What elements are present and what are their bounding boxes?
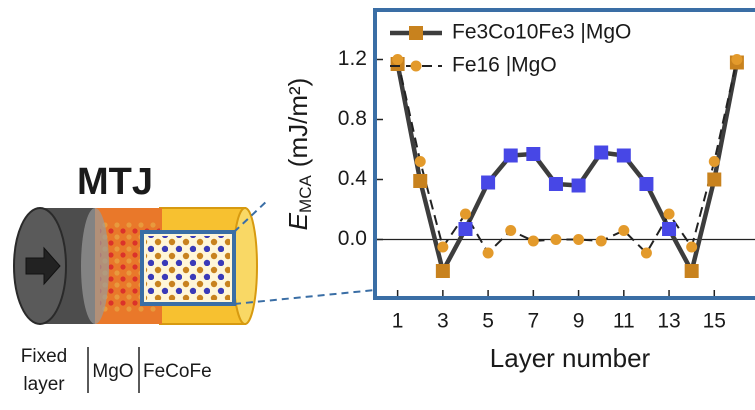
series-line [396, 59, 738, 255]
marker-square [526, 147, 541, 161]
marker-circle [505, 225, 517, 236]
zoom-line [233, 199, 269, 233]
free-layer-end [232, 207, 258, 325]
legend-label: Fe3Co10Fe3 |MgO [452, 21, 631, 44]
fixed-label: Fixed [21, 346, 67, 367]
legend-label: Fe16 |MgO [452, 54, 557, 77]
marker-circle [663, 208, 675, 220]
y-tick-label: 0.8 [338, 107, 367, 130]
x-tick-label: 9 [573, 310, 585, 333]
legend-marker [410, 60, 422, 72]
y-label-unit: (mJ/m²) [283, 78, 313, 168]
magnet-arrow [25, 246, 61, 286]
x-tick-label: 3 [437, 310, 449, 333]
x-tick-label: 15 [703, 310, 726, 333]
y-label-symbol: E [283, 212, 313, 230]
marker-square [571, 178, 586, 193]
x-tick-label: 13 [657, 310, 680, 333]
legend-marker [409, 26, 423, 40]
marker-square [684, 264, 699, 278]
fixed-layer-end [81, 208, 109, 324]
marker-square [594, 145, 609, 160]
y-tick-label: 0.0 [338, 227, 367, 250]
marker-circle [573, 234, 585, 245]
marker-circle [640, 247, 652, 259]
free-atoms [146, 236, 230, 300]
marker-circle [392, 54, 404, 65]
x-tick-label: 1 [392, 310, 404, 333]
marker-circle [550, 234, 562, 245]
mtj-title: MTJ [77, 161, 153, 203]
marker-square [639, 177, 654, 191]
marker-circle [595, 235, 607, 247]
marker-square [481, 175, 496, 190]
barrier-label: MgO [92, 361, 133, 382]
x-tick-label: 11 [613, 310, 635, 333]
y-label-subscript: MCA [296, 175, 315, 213]
y-axis-label: EMCA (mJ/m²) [283, 78, 316, 231]
y-tick-label: 0.4 [338, 167, 368, 190]
mtj-illustration: MTJ Fixed layer MgO FeCoFe [13, 161, 376, 395]
marker-circle [686, 241, 698, 253]
marker-square [435, 264, 450, 278]
series-line [395, 62, 740, 278]
marker-square [707, 172, 722, 187]
marker-square [503, 148, 518, 163]
marker-circle [527, 235, 539, 247]
marker-square [662, 222, 677, 236]
x-tick-label: 7 [527, 310, 539, 333]
marker-circle [482, 247, 494, 259]
x-axis-label: Layer number [490, 343, 651, 373]
marker-circle [437, 241, 449, 253]
plot-frame [373, 8, 755, 300]
marker-circle [731, 54, 743, 65]
y-tick-label: 1.2 [338, 47, 367, 70]
marker-square [548, 177, 563, 191]
marker-circle [708, 156, 720, 167]
marker-circle [414, 156, 426, 167]
marker-circle [618, 225, 630, 236]
marker-square [413, 174, 428, 188]
marker-circle [459, 208, 471, 220]
fixed-label: layer [23, 374, 65, 395]
marker-square [458, 222, 473, 236]
free-label: FeCoFe [143, 361, 212, 382]
x-tick-label: 5 [482, 310, 494, 333]
marker-square [616, 148, 631, 163]
